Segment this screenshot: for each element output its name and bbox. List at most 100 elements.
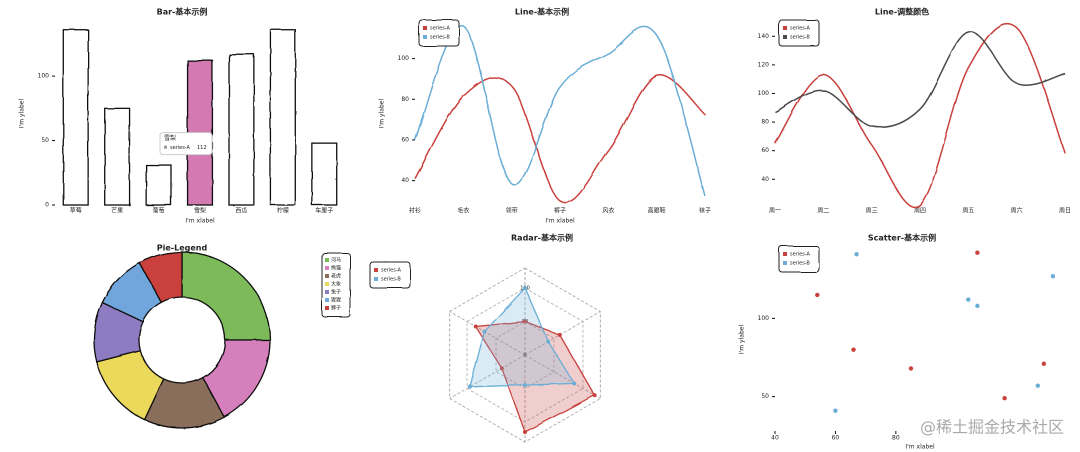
legend-label: 大象: [331, 281, 341, 288]
point: [1035, 383, 1041, 388]
radar-point: [482, 329, 487, 334]
point: [1002, 395, 1007, 401]
x-tick-label: 葡萄: [153, 207, 165, 215]
radar-point: [546, 339, 551, 344]
legend-box: [778, 19, 820, 47]
line: [774, 22, 1066, 208]
legend-box: [369, 261, 411, 289]
bar: [104, 107, 131, 206]
chart-title: Line-基本示例: [515, 7, 569, 17]
x-tick-label: 周一: [769, 208, 781, 215]
x-tick-label: 风衣: [602, 207, 614, 215]
bar: [62, 29, 89, 206]
legend-swatch: [325, 306, 329, 310]
y-tick-label: 120: [758, 61, 770, 68]
tooltip-series: series-A: [170, 145, 191, 151]
y-tick-label: 50: [761, 393, 769, 400]
pie-slice: [138, 251, 183, 304]
x-tick-label: 车厘子: [315, 207, 333, 215]
y-tick-label: 80: [761, 119, 769, 126]
chart-title: Pie-Legend: [157, 244, 208, 253]
x-tick-label: 周四: [914, 208, 926, 215]
legend-swatch: [325, 274, 329, 278]
radar-point: [523, 383, 527, 388]
x-tick-label: 西瓜: [235, 208, 247, 215]
legend-label: series-B: [790, 261, 810, 267]
x-tick-label: 衬衫: [409, 207, 421, 215]
y-axis-label: I'm ylabel: [739, 325, 746, 355]
x-tick-label: 周六: [1011, 207, 1023, 215]
x-tick-label: 40: [771, 435, 779, 442]
point: [833, 408, 838, 413]
legend-swatch: [783, 252, 787, 256]
y-tick-label: 100: [398, 55, 410, 62]
x-tick-label: 毛衣: [457, 207, 469, 215]
radar-point: [523, 429, 527, 434]
y-tick-label: 140: [758, 33, 770, 40]
legend-label: series-A: [790, 26, 811, 32]
tooltip-title: 雪梨: [164, 134, 176, 142]
legend-label: 猩猩: [331, 297, 341, 304]
radar-point: [592, 393, 597, 398]
legend-swatch: [783, 26, 787, 30]
line: [414, 74, 706, 204]
point: [908, 366, 914, 371]
radar-spoke: [449, 354, 526, 399]
radar-spoke: [524, 311, 601, 356]
x-tick-label: 草莓: [70, 207, 82, 215]
legend-swatch: [783, 261, 787, 265]
legend-swatch: [423, 26, 427, 30]
radar-point: [523, 286, 527, 291]
legend-swatch: [325, 282, 329, 286]
x-axis-label: I'm xlabel: [545, 218, 575, 225]
legend-swatch: [325, 290, 329, 294]
legend-label: series-B: [790, 35, 810, 41]
point: [966, 297, 971, 302]
chart-title: Scatter-基本示例: [868, 233, 936, 243]
x-tick-label: 裤子: [554, 207, 566, 215]
y-tick-label: 60: [761, 147, 769, 154]
chart-title: Line-调整颜色: [875, 7, 929, 17]
legend-label: series-A: [381, 268, 402, 274]
y-tick-label: 40: [401, 177, 409, 184]
y-axis-label: I'm ylabel: [19, 99, 26, 129]
y-tick-label: 40: [761, 176, 769, 183]
x-tick-label: 周五: [962, 208, 974, 215]
x-axis-label: I'm xlabel: [185, 218, 215, 225]
legend-label: 狮子: [331, 305, 341, 312]
y-tick-label: 0: [45, 202, 49, 209]
y-tick-label: 100: [38, 73, 50, 80]
point: [975, 250, 980, 255]
legend-label: 熊猫: [331, 265, 341, 272]
chart-title: Radar-基本示例: [511, 233, 573, 243]
y-tick-label: 60: [401, 136, 409, 143]
legend-swatch: [374, 268, 378, 272]
legend-swatch: [325, 298, 329, 302]
legend-box: [778, 245, 820, 273]
x-tick-label: 60: [832, 435, 840, 442]
watermark: @稀土掘金技术社区: [920, 418, 1064, 437]
point: [851, 347, 856, 352]
x-tick-label: 芒果: [111, 207, 123, 215]
pie-slice: [181, 251, 271, 341]
bar: [145, 164, 172, 206]
point: [1050, 273, 1056, 279]
legend-swatch: [374, 277, 378, 281]
line: [774, 31, 1066, 128]
x-tick-label: 雪梨: [194, 207, 206, 215]
point: [815, 292, 820, 298]
y-tick-label: 100: [758, 315, 770, 322]
legend-swatch: [423, 35, 427, 39]
x-tick-label: 柠檬: [277, 207, 289, 215]
x-tick-label: 高跟鞋: [648, 207, 666, 215]
tooltip: [159, 132, 213, 156]
legend-label: series-A: [790, 252, 811, 258]
x-tick-label: 周三: [866, 208, 878, 215]
x-tick-label: 领带: [506, 207, 518, 215]
tooltip-value: 112: [197, 145, 207, 151]
legend-label: series-A: [430, 26, 451, 32]
point: [854, 252, 859, 257]
x-tick-label: 周二: [817, 208, 829, 215]
legend-label: 兔子: [331, 289, 341, 296]
